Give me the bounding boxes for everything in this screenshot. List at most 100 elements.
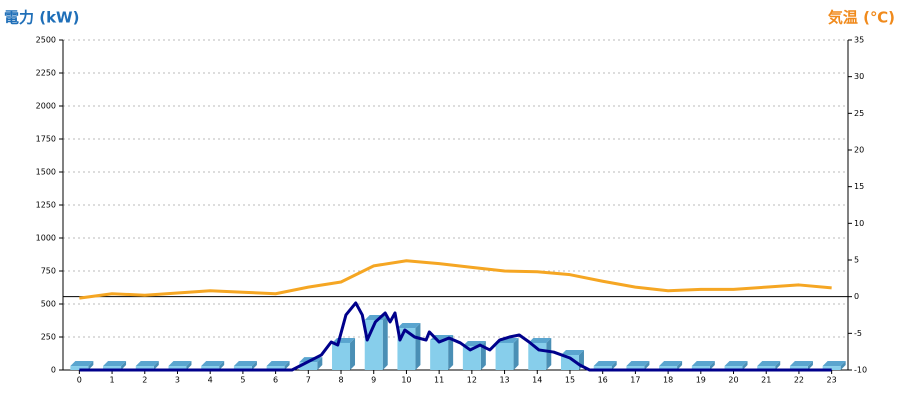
y-tick-label: 2000 bbox=[36, 102, 56, 111]
bar-side bbox=[644, 361, 650, 370]
bar-top bbox=[789, 361, 813, 367]
bar-top bbox=[397, 323, 421, 329]
x-tick-label: 15 bbox=[565, 376, 575, 385]
y2-tick-label: -5 bbox=[854, 329, 862, 338]
bar-top bbox=[560, 349, 584, 355]
x-tick-label: 4 bbox=[208, 376, 213, 385]
x-tick-label: 16 bbox=[598, 376, 608, 385]
bar-side bbox=[677, 361, 683, 370]
y-tick-label: 0 bbox=[51, 366, 56, 375]
x-tick-label: 17 bbox=[630, 376, 640, 385]
bar bbox=[299, 362, 318, 370]
bar bbox=[70, 366, 89, 370]
bar-top bbox=[135, 361, 159, 367]
bar bbox=[822, 366, 841, 370]
bar bbox=[724, 366, 743, 370]
bar-top bbox=[168, 361, 192, 367]
x-tick-label: 22 bbox=[794, 376, 804, 385]
bar-top bbox=[528, 337, 552, 343]
bar bbox=[757, 366, 776, 370]
bar-side bbox=[840, 361, 846, 370]
bar-side bbox=[350, 337, 356, 370]
y-tick-label: 250 bbox=[41, 333, 56, 342]
bar-side bbox=[219, 361, 225, 370]
x-tick-label: 5 bbox=[240, 376, 245, 385]
y-tick-label: 2500 bbox=[36, 36, 56, 45]
x-tick-label: 13 bbox=[499, 376, 509, 385]
y-tick-label: 500 bbox=[41, 300, 56, 309]
x-tick-label: 18 bbox=[663, 376, 673, 385]
bar-side bbox=[121, 361, 127, 370]
bar bbox=[201, 366, 220, 370]
bar bbox=[430, 340, 449, 370]
y-tick-label: 1000 bbox=[36, 234, 56, 243]
y2-tick-label: 20 bbox=[854, 146, 864, 155]
bar-side bbox=[415, 323, 421, 370]
bar-top bbox=[70, 361, 94, 367]
bar bbox=[691, 366, 710, 370]
bar-side bbox=[807, 361, 813, 370]
x-tick-label: 12 bbox=[467, 376, 477, 385]
y2-tick-label: 30 bbox=[854, 72, 864, 81]
y2-axis-title: 気温 (℃) bbox=[828, 9, 895, 27]
x-tick-label: 23 bbox=[827, 376, 837, 385]
bar-top bbox=[724, 361, 748, 367]
x-tick-label: 10 bbox=[401, 376, 411, 385]
bar-top bbox=[626, 361, 650, 367]
bar bbox=[462, 345, 481, 370]
bar-side bbox=[382, 314, 388, 370]
bar-side bbox=[88, 361, 94, 370]
x-tick-label: 20 bbox=[728, 376, 738, 385]
y2-tick-label: -10 bbox=[854, 366, 867, 375]
bar-top bbox=[201, 361, 225, 367]
bar-top bbox=[659, 361, 683, 367]
bar-side bbox=[251, 361, 257, 370]
bar-side bbox=[284, 361, 290, 370]
y2-tick-label: 15 bbox=[854, 182, 864, 191]
bar-side bbox=[448, 335, 454, 370]
y2-tick-label: 35 bbox=[854, 36, 864, 45]
y-tick-label: 750 bbox=[41, 267, 56, 276]
bar bbox=[789, 366, 808, 370]
x-tick-label: 9 bbox=[371, 376, 376, 385]
bar bbox=[560, 354, 579, 370]
bar bbox=[495, 342, 514, 370]
x-tick-label: 8 bbox=[338, 376, 343, 385]
bar bbox=[168, 366, 187, 370]
line bbox=[79, 259, 832, 300]
bar-top bbox=[233, 361, 257, 367]
bar-top bbox=[822, 361, 846, 367]
bar-side bbox=[546, 337, 552, 370]
bar bbox=[332, 342, 351, 370]
bar bbox=[135, 366, 154, 370]
y-tick-label: 1750 bbox=[36, 135, 56, 144]
bar-side bbox=[513, 337, 519, 370]
x-tick-label: 7 bbox=[306, 376, 311, 385]
bar-side bbox=[611, 361, 617, 370]
bar-top bbox=[691, 361, 715, 367]
bar-side bbox=[709, 361, 715, 370]
bar-top bbox=[593, 361, 617, 367]
x-tick-label: 2 bbox=[142, 376, 147, 385]
y2-tick-label: 5 bbox=[854, 256, 859, 265]
y2-tick-label: 25 bbox=[854, 109, 864, 118]
x-tick-label: 21 bbox=[761, 376, 771, 385]
x-tick-label: 14 bbox=[532, 376, 542, 385]
y2-tick-label: 10 bbox=[854, 219, 864, 228]
bar-top bbox=[757, 361, 781, 367]
bar-side bbox=[775, 361, 781, 370]
y-tick-label: 2250 bbox=[36, 69, 56, 78]
bar-top bbox=[266, 361, 290, 367]
bar-top bbox=[103, 361, 127, 367]
x-tick-label: 19 bbox=[696, 376, 706, 385]
bar-side bbox=[317, 357, 323, 370]
bar-side bbox=[153, 361, 159, 370]
bar bbox=[659, 366, 678, 370]
x-tick-label: 1 bbox=[110, 376, 115, 385]
y-tick-label: 1500 bbox=[36, 168, 56, 177]
bar bbox=[103, 366, 122, 370]
y2-tick-label: 0 bbox=[854, 292, 859, 301]
bar bbox=[266, 366, 285, 370]
bar-side bbox=[742, 361, 748, 370]
